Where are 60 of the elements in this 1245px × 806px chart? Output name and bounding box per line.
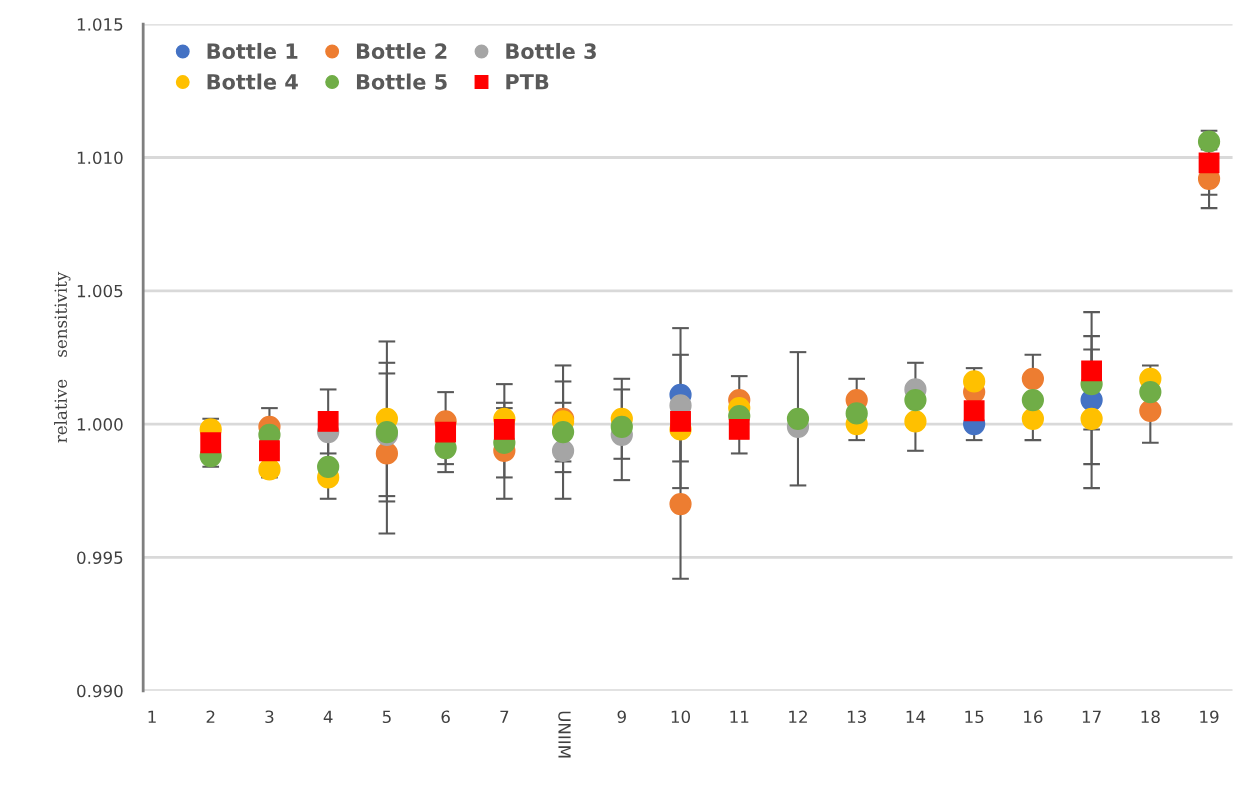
x-tick-label: 10 xyxy=(671,710,691,724)
point xyxy=(845,402,868,425)
x-tick-label: 12 xyxy=(789,710,807,723)
point xyxy=(670,411,691,432)
point xyxy=(317,411,339,432)
point xyxy=(1080,407,1103,430)
point xyxy=(317,455,340,478)
point xyxy=(904,410,927,433)
point xyxy=(1139,381,1162,404)
legend-label: Bottle 4 xyxy=(207,73,298,90)
point xyxy=(963,400,985,422)
x-tick-label: 14 xyxy=(906,710,926,723)
x-tick-label: 5 xyxy=(382,710,391,724)
point xyxy=(375,442,399,465)
x-tick-label: 18 xyxy=(1141,710,1160,724)
x-tick-label: 6 xyxy=(441,710,450,724)
point xyxy=(551,421,575,444)
legend-label: Bottle 5 xyxy=(356,73,447,90)
legend-label: Bottle 1 xyxy=(207,42,298,60)
point xyxy=(1139,399,1162,422)
point xyxy=(1021,389,1044,412)
point xyxy=(435,421,457,443)
point xyxy=(258,458,281,481)
point xyxy=(610,415,633,438)
x-tick-label: UNIIM xyxy=(558,711,571,758)
y-tick-label: 0.995 xyxy=(77,551,123,564)
point xyxy=(1198,152,1220,174)
y-tick-label: 1.015 xyxy=(77,18,123,31)
y-tick-label: 1.010 xyxy=(77,151,123,165)
point xyxy=(259,440,280,462)
point xyxy=(1021,407,1044,430)
x-tick-label: 13 xyxy=(847,710,866,724)
point xyxy=(786,407,810,430)
x-tick-label: 2 xyxy=(206,710,215,723)
x-tick-label: 11 xyxy=(730,710,749,723)
point xyxy=(200,432,222,454)
point xyxy=(1197,130,1221,153)
point xyxy=(1021,367,1044,390)
y-axis-title: relative sensitivity xyxy=(54,271,71,443)
point xyxy=(904,389,927,412)
x-tick-label: 7 xyxy=(500,710,509,723)
x-tick-label: 9 xyxy=(617,710,626,724)
x-tick-label: 3 xyxy=(265,710,274,724)
x-tick-label: 19 xyxy=(1200,710,1219,724)
point xyxy=(728,419,750,440)
point xyxy=(551,439,575,462)
x-tick-label: 1 xyxy=(148,710,156,723)
legend-label: Bottle 3 xyxy=(506,42,596,60)
x-tick-label: 15 xyxy=(965,710,984,724)
y-tick-label: 1.000 xyxy=(77,418,123,431)
x-tick-label: 16 xyxy=(1024,710,1043,724)
x-tick-label: 17 xyxy=(1082,710,1101,723)
point xyxy=(1081,360,1103,382)
legend-label: Bottle 2 xyxy=(356,42,447,60)
y-tick-label: 1.005 xyxy=(77,284,123,298)
point xyxy=(493,419,515,440)
legend-label: PTB xyxy=(506,74,549,90)
point xyxy=(669,492,692,516)
x-tick-label: 4 xyxy=(323,710,333,723)
y-tick-label: 0.990 xyxy=(77,684,123,698)
